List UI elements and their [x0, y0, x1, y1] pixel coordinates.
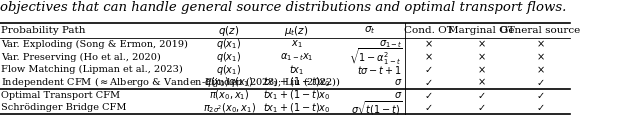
- Text: Marginal OT: Marginal OT: [448, 26, 515, 35]
- Text: $\checkmark$: $\checkmark$: [536, 103, 545, 112]
- Text: $\checkmark$: $\checkmark$: [477, 91, 486, 100]
- Text: $\checkmark$: $\checkmark$: [536, 91, 545, 100]
- Text: $\pi_{2\sigma^2}(x_0, x_1)$: $\pi_{2\sigma^2}(x_0, x_1)$: [202, 101, 255, 115]
- Text: $q(x_1)$: $q(x_1)$: [216, 37, 242, 51]
- Text: $t\sigma - t + 1$: $t\sigma - t + 1$: [357, 64, 403, 76]
- Text: $\sqrt{1-\alpha_{1-t}^2}$: $\sqrt{1-\alpha_{1-t}^2}$: [349, 47, 403, 67]
- Text: $x_1$: $x_1$: [291, 38, 302, 50]
- Text: $\times$: $\times$: [477, 39, 486, 49]
- Text: $\checkmark$: $\checkmark$: [477, 103, 486, 112]
- Text: $\sigma_t$: $\sigma_t$: [364, 25, 376, 37]
- Text: General source: General source: [500, 26, 580, 35]
- Text: $\mu_t(z)$: $\mu_t(z)$: [284, 24, 309, 38]
- Text: Var. Preserving (Ho et al., 2020): Var. Preserving (Ho et al., 2020): [1, 52, 161, 62]
- Text: $\checkmark$: $\checkmark$: [424, 91, 433, 100]
- Text: $\checkmark$: $\checkmark$: [536, 78, 545, 87]
- Text: $\times$: $\times$: [477, 52, 486, 62]
- Text: $\sigma_{1-t}$: $\sigma_{1-t}$: [379, 38, 403, 50]
- Text: $\times$: $\times$: [477, 65, 486, 75]
- Text: $q(x_1)$: $q(x_1)$: [216, 63, 242, 77]
- Text: $\alpha_{1-t}x_1$: $\alpha_{1-t}x_1$: [280, 51, 314, 63]
- Text: $q(x_0)q(x_1)$: $q(x_0)q(x_1)$: [204, 75, 254, 89]
- Text: $\pi(x_0, x_1)$: $\pi(x_0, x_1)$: [209, 88, 249, 102]
- Text: $tx_1 + (1-t)x_0$: $tx_1 + (1-t)x_0$: [263, 88, 330, 102]
- Text: $tx_1 + (1-t)x_0$: $tx_1 + (1-t)x_0$: [263, 76, 330, 89]
- Text: $\times$: $\times$: [536, 52, 545, 62]
- Text: $q(x_1)$: $q(x_1)$: [216, 50, 242, 64]
- Text: Cond. OT: Cond. OT: [404, 26, 454, 35]
- Text: Optimal Transport CFM: Optimal Transport CFM: [1, 91, 120, 100]
- Text: $\times$: $\times$: [536, 39, 545, 49]
- Text: Schrödinger Bridge CFM: Schrödinger Bridge CFM: [1, 103, 127, 112]
- Text: Probability Path: Probability Path: [1, 26, 86, 35]
- Text: objectives that can handle general source distributions and optimal transport fl: objectives that can handle general sourc…: [0, 1, 566, 14]
- Text: $\times$: $\times$: [424, 39, 433, 49]
- Text: $\checkmark$: $\checkmark$: [424, 103, 433, 112]
- Text: Flow Matching (Lipman et al., 2023): Flow Matching (Lipman et al., 2023): [1, 65, 183, 74]
- Text: $\checkmark$: $\checkmark$: [424, 65, 433, 74]
- Text: Independent CFM ($\approx$Albergo & Vanden-Eijnden (2023); Liu (2022)): Independent CFM ($\approx$Albergo & Vand…: [1, 75, 340, 89]
- Text: $\checkmark$: $\checkmark$: [424, 78, 433, 87]
- Text: $\sigma\sqrt{t(1-t)}$: $\sigma\sqrt{t(1-t)}$: [351, 99, 403, 117]
- Text: $\sigma$: $\sigma$: [394, 90, 403, 100]
- Text: $\times$: $\times$: [536, 65, 545, 75]
- Text: $\times$: $\times$: [477, 77, 486, 88]
- Text: $\times$: $\times$: [424, 52, 433, 62]
- Text: $tx_1 + (1-t)x_0$: $tx_1 + (1-t)x_0$: [263, 101, 330, 115]
- Text: $\sigma$: $\sigma$: [394, 77, 403, 87]
- Text: $tx_1$: $tx_1$: [289, 63, 304, 77]
- Text: Var. Exploding (Song & Ermon, 2019): Var. Exploding (Song & Ermon, 2019): [1, 40, 188, 49]
- Text: $q(z)$: $q(z)$: [218, 24, 239, 38]
